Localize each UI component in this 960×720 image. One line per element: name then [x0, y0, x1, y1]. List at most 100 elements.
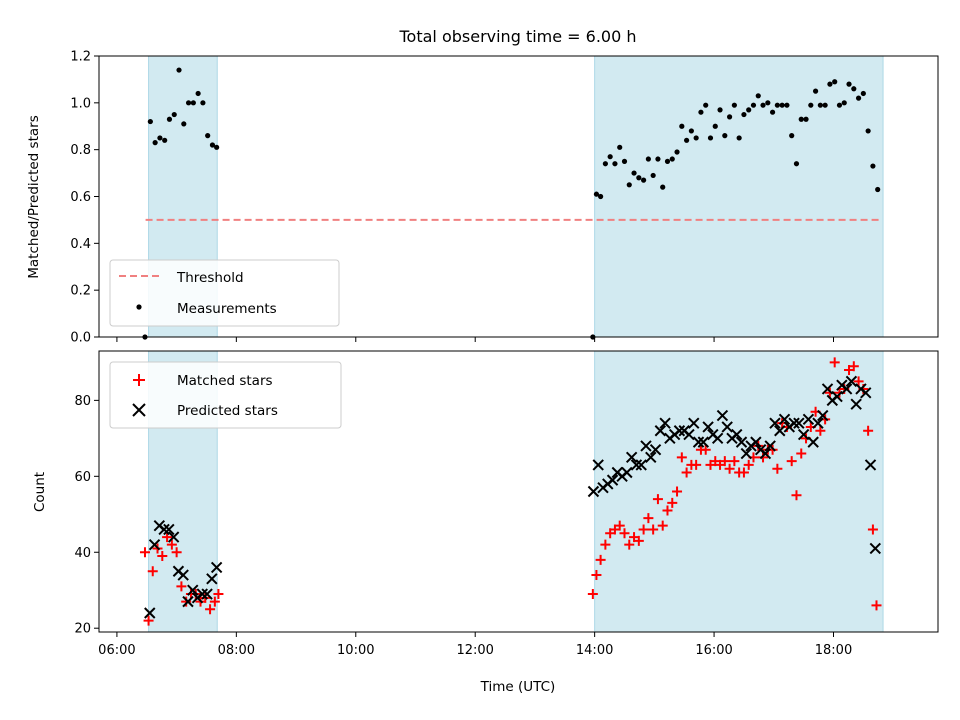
matched-star-point [643, 513, 654, 524]
top-legend: Threshold Measurements [109, 259, 340, 327]
matched-star-point [676, 452, 687, 463]
predicted-star-point [793, 417, 805, 429]
top-observing-windows [148, 55, 884, 338]
predicted-star-point [750, 436, 762, 448]
top-panel: 0.0 0.2 0.4 0.6 0.8 1.0 1.2 Matched/Predicted … [26, 50, 939, 346]
predicted-star-point [821, 383, 834, 395]
predicted-star-point [721, 421, 733, 433]
predicted-star-point [210, 561, 223, 574]
predicted-star-point [802, 413, 815, 426]
predicted-star-point [673, 425, 686, 437]
y-tick-label: 0.6 [70, 190, 91, 205]
predicted-star-point [163, 523, 175, 536]
predicted-star-point [621, 466, 633, 479]
measurement-point [855, 95, 862, 101]
x-tick-label: 06:00 [98, 643, 135, 658]
predicted-star-point [840, 383, 853, 395]
predicted-star-point [778, 413, 791, 426]
predicted-star-point [683, 428, 695, 441]
predicted-star-point [630, 459, 643, 471]
measurement-point [746, 107, 752, 113]
predicted-star-point [206, 573, 218, 585]
legend-matched-label: Matched stars [177, 373, 273, 389]
y-tick-label: 80 [74, 394, 91, 409]
measurement-point [176, 67, 182, 73]
matched-star-point [624, 539, 635, 550]
predicted-star-point [764, 440, 776, 452]
predicted-star-point [797, 428, 810, 441]
matched-star-point [181, 596, 192, 607]
measurement-point [741, 111, 747, 118]
measurement-point [195, 90, 201, 97]
predicted-star-point [688, 417, 700, 429]
measurement-point [760, 102, 766, 108]
matched-star-point [691, 459, 702, 470]
y-tick-label: 1.2 [70, 50, 91, 65]
predicted-star-point [697, 436, 710, 448]
matched-star-point [662, 505, 673, 516]
top-y-axis-label: Matched/Predicted stars [26, 115, 42, 278]
measurement-point [171, 111, 177, 118]
predicted-star-point [788, 417, 800, 429]
measurement-point [755, 93, 761, 99]
measurement-point [722, 133, 728, 139]
measurement-point [162, 137, 168, 143]
predicted-star-point [158, 523, 170, 536]
matched-star-point [633, 535, 644, 546]
matched-star-point [672, 486, 683, 497]
matched-star-point [213, 589, 224, 600]
measurement-point [698, 109, 704, 115]
measurement-point [726, 114, 733, 120]
matched-star-point [867, 524, 878, 535]
x-tick-label: 16:00 [695, 643, 732, 658]
matched-star-point [171, 547, 182, 558]
measurement-point [717, 107, 723, 113]
predicted-star-point [769, 417, 781, 429]
measurement-point [750, 102, 757, 108]
measurement-point [841, 100, 847, 106]
measurement-point [688, 128, 694, 134]
matched-star-point [815, 425, 826, 436]
measurement-point [674, 149, 680, 155]
predicted-star-point [869, 542, 882, 555]
measurement-point [650, 172, 656, 179]
measurement-point [669, 156, 675, 162]
measurement-point [875, 186, 881, 193]
legend-measurements-label: Measurements [177, 301, 277, 317]
predicted-star-point [850, 398, 862, 410]
measurement-point [693, 135, 699, 141]
predicted-star-point [182, 595, 194, 608]
measurement-point [152, 140, 158, 146]
legend-threshold-label: Threshold [176, 270, 244, 286]
measurement-point [765, 100, 771, 106]
predicted-star-point [645, 451, 657, 464]
observing-window-band [594, 55, 884, 338]
measurement-point [769, 109, 776, 115]
matched-star-point [591, 570, 602, 581]
matched-star-point [719, 456, 730, 467]
predicted-star-point [759, 447, 772, 460]
x-tick-label: 14:00 [576, 643, 613, 658]
predicted-star-point [860, 387, 872, 399]
x-tick-label: 10:00 [337, 643, 374, 658]
x-tick-label: 12:00 [456, 643, 493, 658]
y-tick-label: 0.8 [70, 143, 91, 158]
measurement-point [631, 170, 637, 176]
matched-star-point [853, 376, 864, 387]
measurement-point [822, 102, 828, 108]
matched-star-point [786, 456, 797, 467]
predicted-star-point [659, 417, 671, 429]
measurement-point [593, 191, 600, 197]
predicted-star-point [640, 440, 652, 452]
predicted-star-point [812, 417, 824, 429]
chart-title: Total observing time = 6.00 h [398, 27, 636, 46]
predicted-star-point [635, 459, 647, 471]
measurement-point [636, 175, 642, 181]
matched-star-point [587, 589, 598, 600]
measurement-point [812, 88, 819, 94]
matched-star-point [652, 494, 663, 505]
measurement-point [664, 158, 671, 164]
measurement-point [598, 193, 604, 200]
matched-star-point [657, 520, 668, 531]
measurement-point [660, 184, 666, 190]
